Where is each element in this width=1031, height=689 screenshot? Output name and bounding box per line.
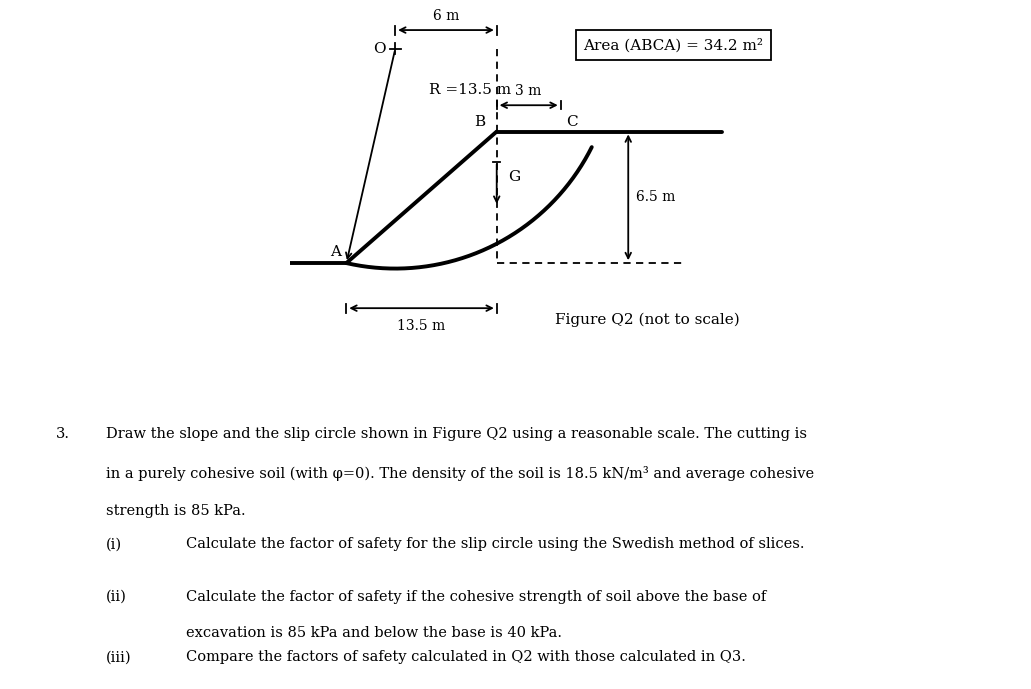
Text: (ii): (ii) [106,590,127,604]
Text: C: C [566,115,577,129]
Text: Calculate the factor of safety for the slip circle using the Swedish method of s: Calculate the factor of safety for the s… [186,537,804,551]
Text: R =13.5 m: R =13.5 m [429,83,511,97]
Text: A: A [330,245,340,259]
Text: Draw the slope and the slip circle shown in Figure Q2 using a reasonable scale. : Draw the slope and the slip circle shown… [106,427,807,441]
Text: B: B [474,115,486,129]
Text: 6 m: 6 m [433,8,459,23]
Text: 13.5 m: 13.5 m [397,320,445,333]
Text: 6.5 m: 6.5 m [636,190,675,205]
Text: (iii): (iii) [106,650,132,664]
Text: Figure Q2 (not to scale): Figure Q2 (not to scale) [555,312,739,327]
Text: in a purely cohesive soil (with φ=0). The density of the soil is 18.5 kN/m³ and : in a purely cohesive soil (with φ=0). Th… [106,466,814,481]
Text: 3 m: 3 m [516,85,542,99]
Text: Calculate the factor of safety if the cohesive strength of soil above the base o: Calculate the factor of safety if the co… [186,590,766,604]
Text: (i): (i) [106,537,122,551]
Text: Area (ABCA) = 34.2 m²: Area (ABCA) = 34.2 m² [584,38,763,52]
Text: excavation is 85 kPa and below the base is 40 kPa.: excavation is 85 kPa and below the base … [186,626,562,639]
Text: Compare the factors of safety calculated in Q2 with those calculated in Q3.: Compare the factors of safety calculated… [186,650,745,664]
Text: G: G [508,169,521,184]
Text: strength is 85 kPa.: strength is 85 kPa. [106,504,245,518]
Text: O: O [373,42,386,56]
Text: 3.: 3. [56,427,70,441]
